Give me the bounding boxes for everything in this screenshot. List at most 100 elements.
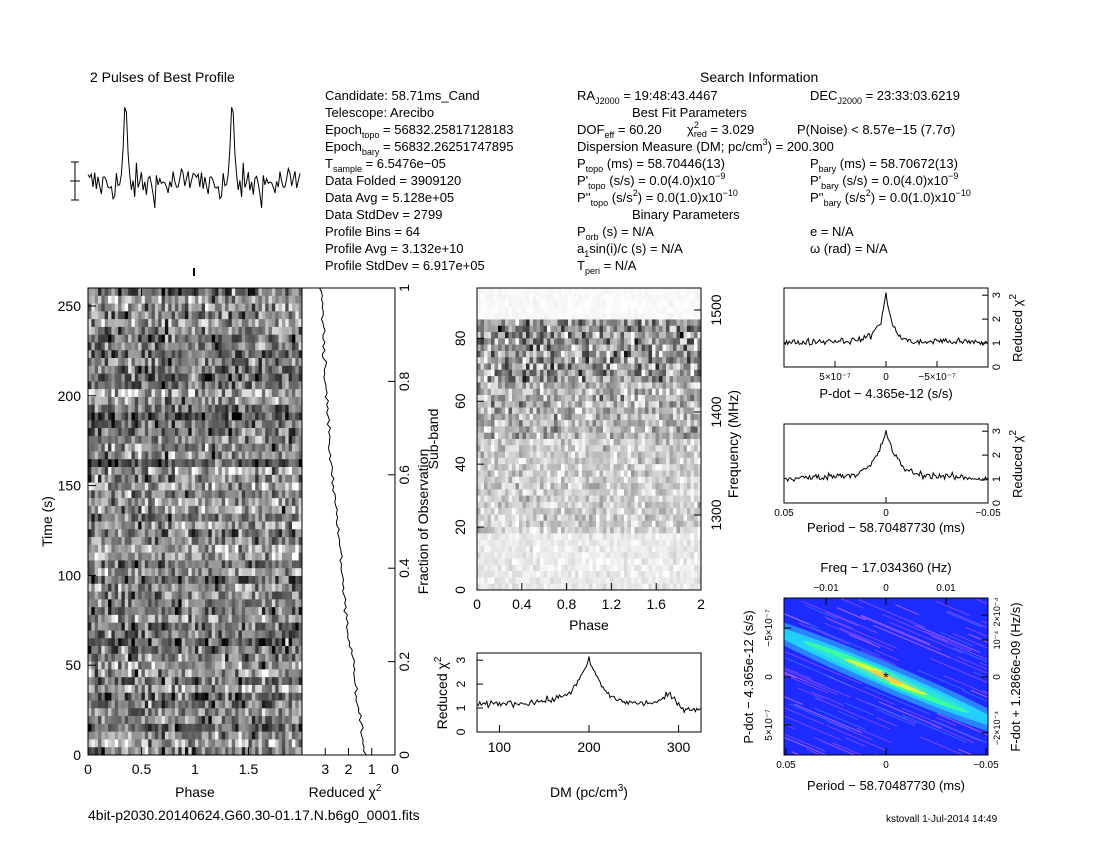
heatmap-cell — [261, 288, 266, 297]
heatmap-cell — [161, 467, 166, 476]
plot-frame — [301, 287, 396, 756]
heatmap-cell — [184, 443, 189, 452]
heatmap-cell — [91, 646, 95, 655]
ra-line: RAJ2000 = 19:48:43.4467 — [577, 88, 718, 106]
heatmap-cell — [613, 332, 618, 339]
heatmap-cell — [141, 614, 146, 623]
heatmap-cell — [228, 396, 233, 406]
heatmap-cell — [248, 373, 253, 382]
heatmap-cell — [680, 319, 684, 327]
heatmap-cell — [114, 311, 119, 320]
heatmap-cell — [178, 295, 182, 304]
heatmap-cell — [118, 537, 122, 546]
heatmap-cell — [128, 638, 132, 647]
heatmap-cell — [104, 739, 109, 748]
heatmap-cell — [245, 342, 249, 351]
heatmap-cell — [669, 344, 674, 352]
heatmap-cell — [134, 358, 139, 367]
heatmap-cell — [669, 350, 674, 358]
heatmap-cell — [694, 332, 698, 339]
heatmap-cell — [235, 350, 239, 359]
heatmap-cell — [104, 334, 109, 343]
heatmap-cell — [218, 568, 223, 577]
heatmap-cell — [181, 622, 186, 631]
heatmap-cell — [652, 363, 656, 371]
heatmap-cell — [188, 521, 192, 530]
heatmap-cell — [505, 369, 509, 377]
heatmap-cell — [255, 708, 259, 717]
heatmap-cell — [265, 412, 269, 421]
heatmap-cell — [195, 459, 199, 468]
heatmap-cell — [188, 467, 192, 476]
heatmap-cell — [141, 498, 146, 507]
heatmap-cell — [258, 622, 263, 631]
heatmap-cell — [288, 513, 293, 522]
heatmap-cell — [275, 552, 279, 561]
heatmap-cell — [158, 474, 162, 483]
heatmap-cell — [91, 358, 95, 367]
heatmap-cell — [225, 365, 229, 374]
heatmap-cell — [195, 716, 199, 725]
heatmap-cell — [248, 599, 253, 608]
heatmap-cell — [98, 731, 102, 740]
heatmap-cell — [131, 428, 136, 437]
heatmap-cell — [543, 294, 548, 301]
heatmap-cell — [138, 404, 142, 413]
heatmap-cell — [211, 661, 216, 670]
heatmap-cell — [238, 389, 243, 398]
heatmap-cell — [128, 295, 132, 304]
heatmap-cell — [134, 521, 139, 530]
heatmap-cell — [88, 513, 92, 522]
heatmap-cell — [101, 358, 106, 367]
heatmap-cell — [104, 622, 109, 631]
heatmap-cell — [501, 350, 506, 358]
heatmap-cell — [154, 303, 159, 312]
heatmap-cell — [148, 591, 152, 600]
heatmap-cell — [225, 396, 229, 406]
heatmap-cell — [268, 622, 273, 631]
heatmap-cell — [201, 591, 206, 600]
heatmap-cell — [666, 288, 670, 295]
heatmap-cell — [144, 389, 149, 398]
heatmap-cell — [291, 614, 296, 623]
heatmap-cell — [138, 614, 142, 623]
heatmap-cell — [512, 369, 516, 377]
heatmap-cell — [195, 661, 199, 670]
heatmap-cell — [198, 529, 202, 538]
heatmap-cell — [215, 428, 219, 437]
heatmap-cell — [161, 474, 166, 483]
heatmap-cell — [178, 396, 182, 406]
heatmap-cell — [225, 381, 229, 390]
heatmap-cell — [174, 404, 179, 413]
heatmap-cell — [251, 599, 256, 608]
heatmap-cell — [104, 505, 109, 515]
heatmap-cell — [181, 708, 186, 717]
heatmap-cell — [188, 319, 192, 328]
heatmap-cell — [298, 653, 303, 662]
heatmap-cell — [218, 342, 223, 351]
heatmap-cell — [666, 332, 670, 339]
heatmap-cell — [228, 684, 233, 694]
heatmap-cell — [298, 599, 303, 608]
heatmap-cell — [131, 708, 136, 717]
heatmap-cell — [522, 382, 527, 389]
heatmap-cell — [158, 560, 162, 569]
heatmap-cell — [91, 498, 95, 507]
heatmap-cell — [610, 382, 614, 389]
heatmap-cell — [218, 319, 223, 328]
info-line: Profile StdDev = 6.917e+05 — [325, 258, 485, 273]
heatmap-cell — [164, 319, 169, 328]
heatmap-cell — [231, 692, 236, 701]
heatmap-cell — [218, 552, 223, 561]
heatmap-cell — [676, 344, 681, 352]
heatmap-cell — [201, 723, 206, 732]
heatmap-cell — [673, 288, 677, 295]
heatmap-cell — [171, 459, 176, 468]
heatmap-cell — [248, 544, 253, 553]
heatmap-cell — [641, 350, 646, 358]
heatmap-cell — [610, 313, 614, 320]
heatmap-cell — [248, 443, 253, 452]
heatmap-cell — [124, 342, 129, 351]
heatmap-cell — [174, 661, 179, 670]
heatmap-cell — [238, 560, 243, 569]
